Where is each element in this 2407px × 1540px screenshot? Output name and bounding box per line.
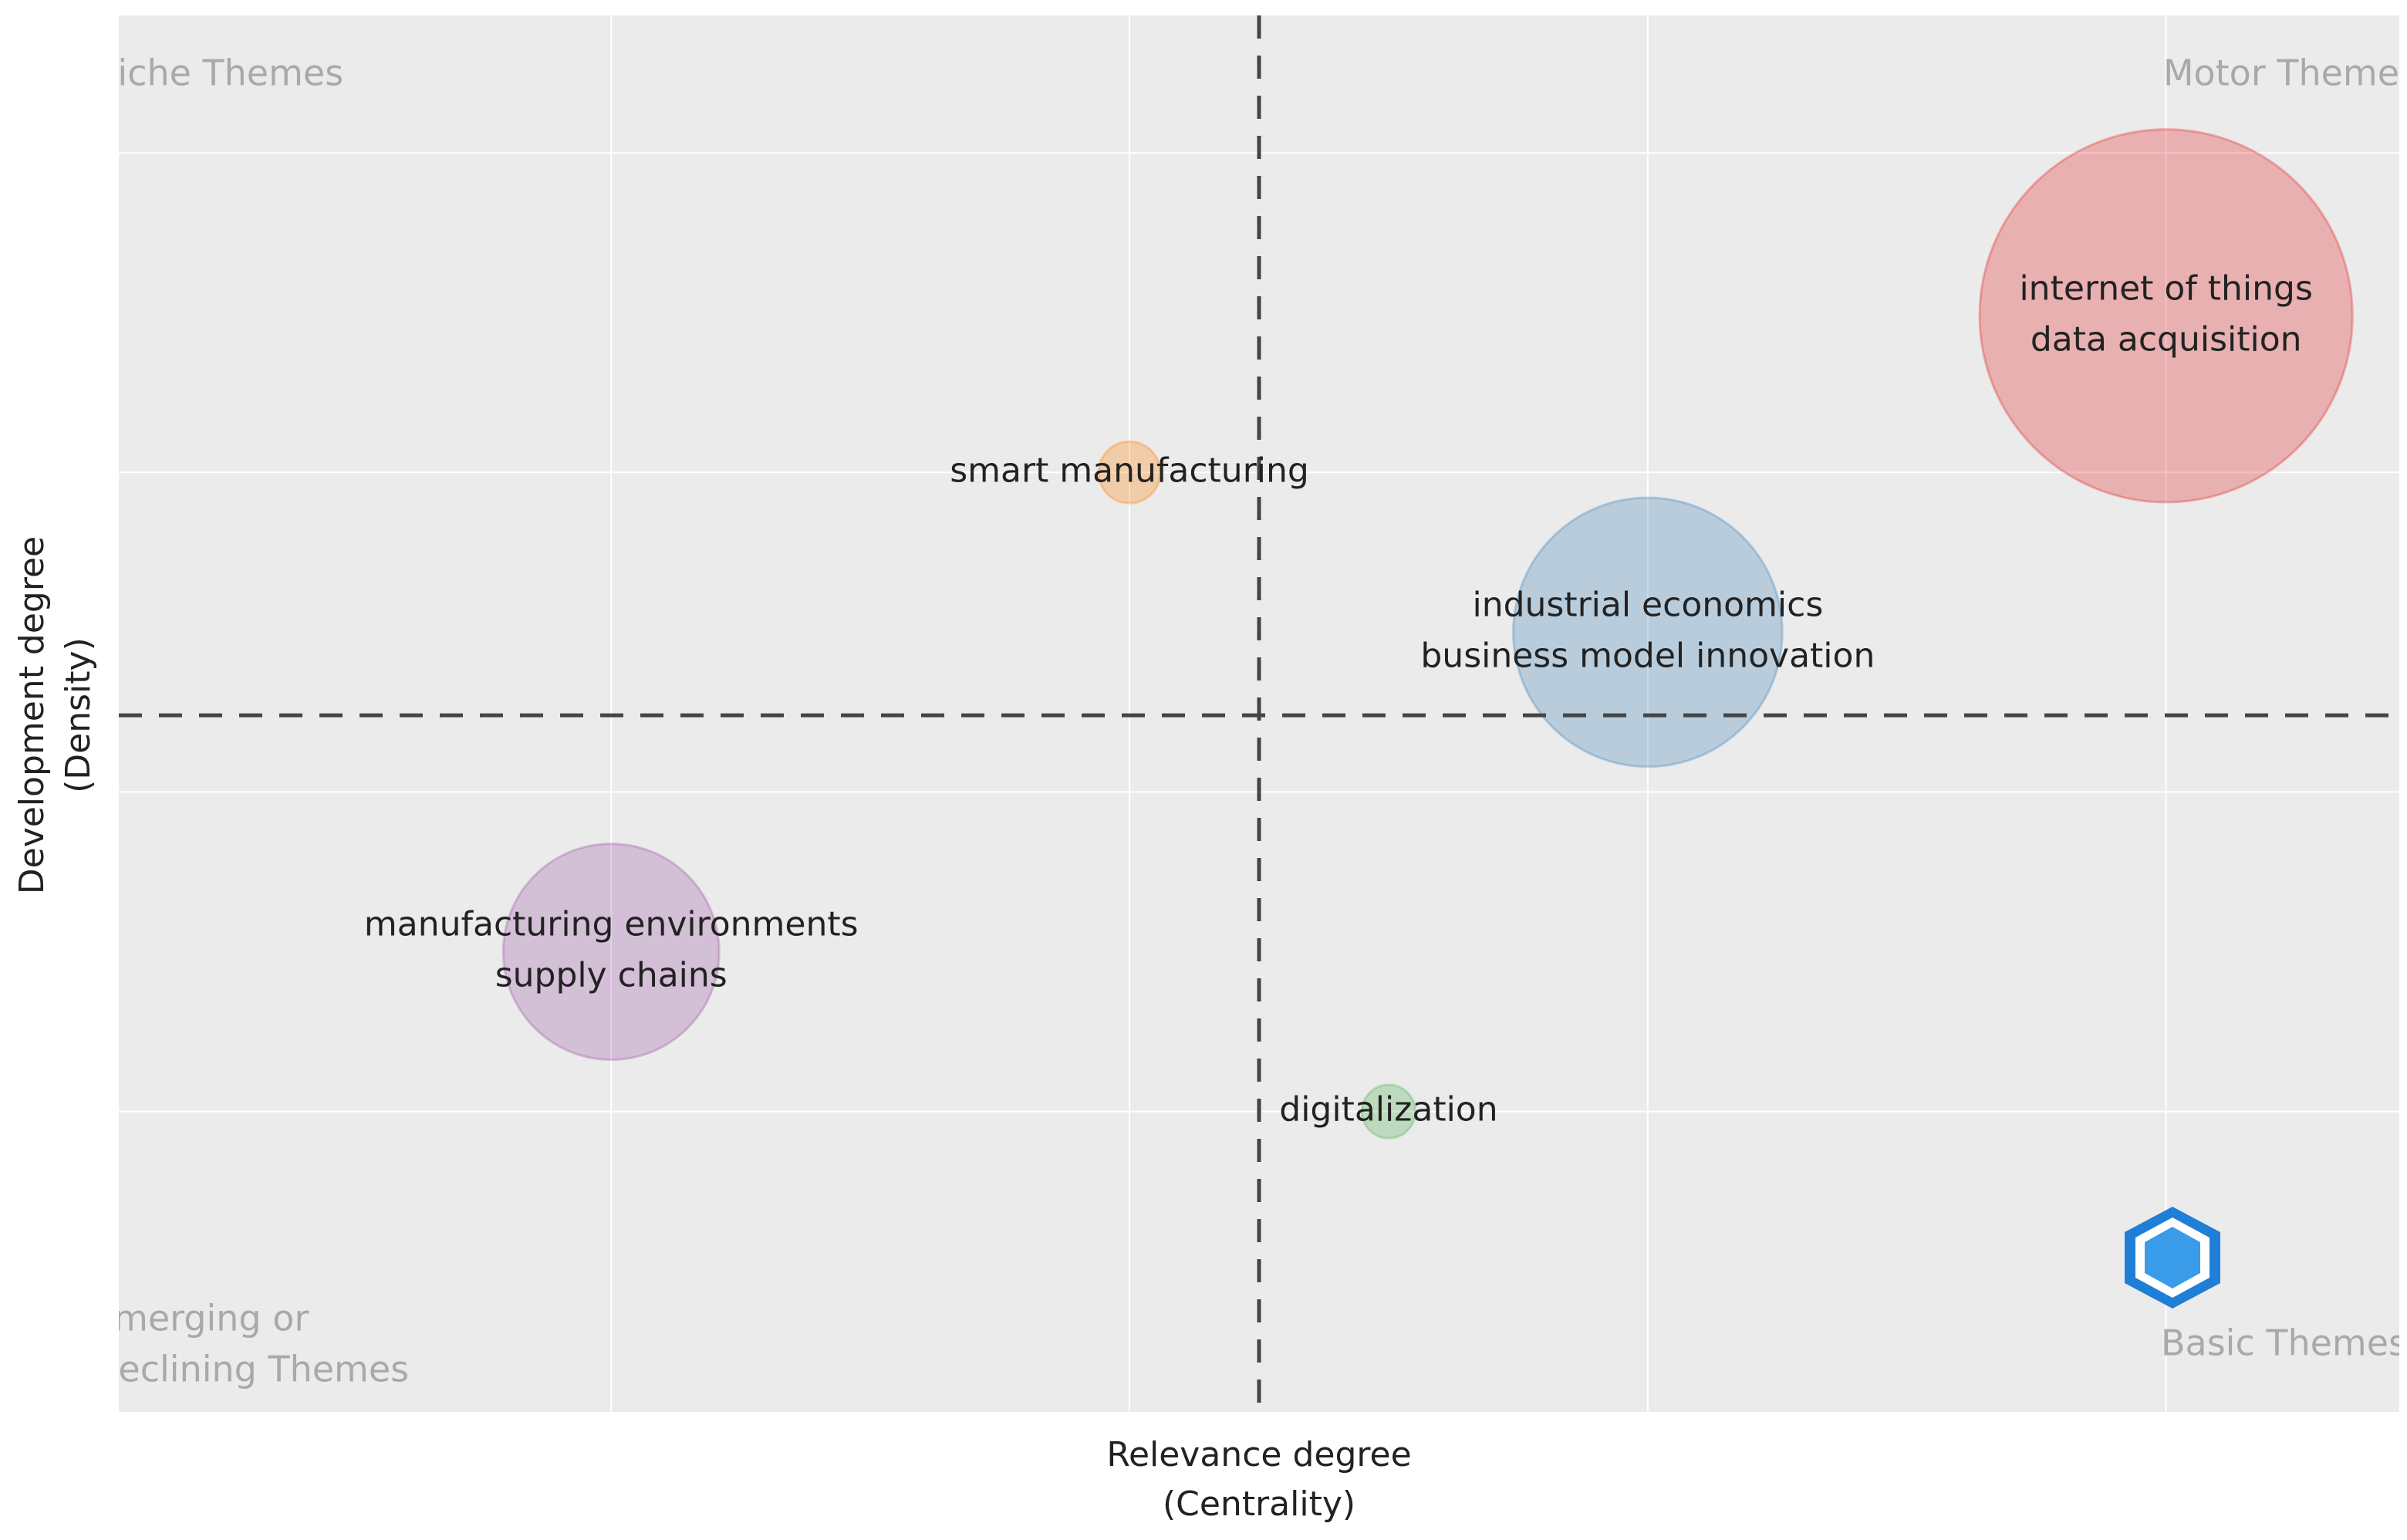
bubble <box>501 843 721 1062</box>
bubble-label: smart manufacturing <box>950 451 1309 490</box>
bubble-label: manufacturing environments <box>364 905 859 944</box>
bubble-label: digitalization <box>1279 1090 1497 1130</box>
quadrant-labels: Niche Themes Motor Themes Emerging or Decli… <box>91 52 2407 1390</box>
logo <box>2125 1207 2220 1309</box>
bubble <box>1512 496 1784 768</box>
reference-lines <box>119 15 2399 1412</box>
bubbles <box>501 128 2354 1140</box>
bubble <box>1097 440 1162 505</box>
quadrant-label: Declining Themes <box>91 1349 409 1390</box>
bubble-label: data acquisition <box>2031 319 2302 359</box>
bubble <box>1360 1083 1417 1140</box>
bubble <box>1978 128 2354 504</box>
bubble-label: business model innovation <box>1420 636 1875 675</box>
axis-titles: Relevance degree (Centrality) Development … <box>12 536 1412 1524</box>
y-axis-title: Development degree <box>12 536 52 894</box>
y-axis-title: (Density) <box>59 637 98 793</box>
quadrant-label: Basic Themes <box>2161 1322 2407 1364</box>
quadrant-label: Motor Themes <box>2163 52 2407 94</box>
bubble-label: supply chains <box>495 956 728 995</box>
quadrant-label: Emerging or <box>91 1298 309 1339</box>
logo-core <box>2145 1227 2200 1288</box>
bubble-labels: internet of things data acquisition indust… <box>364 268 2313 1129</box>
x-axis-title: (Centrality) <box>1163 1484 1355 1524</box>
bubble-label: industrial economics <box>1472 585 1823 624</box>
x-axis-title: Relevance degree <box>1106 1435 1411 1474</box>
bubble-label: internet of things <box>2019 268 2312 308</box>
quadrant-label: Niche Themes <box>91 52 343 94</box>
